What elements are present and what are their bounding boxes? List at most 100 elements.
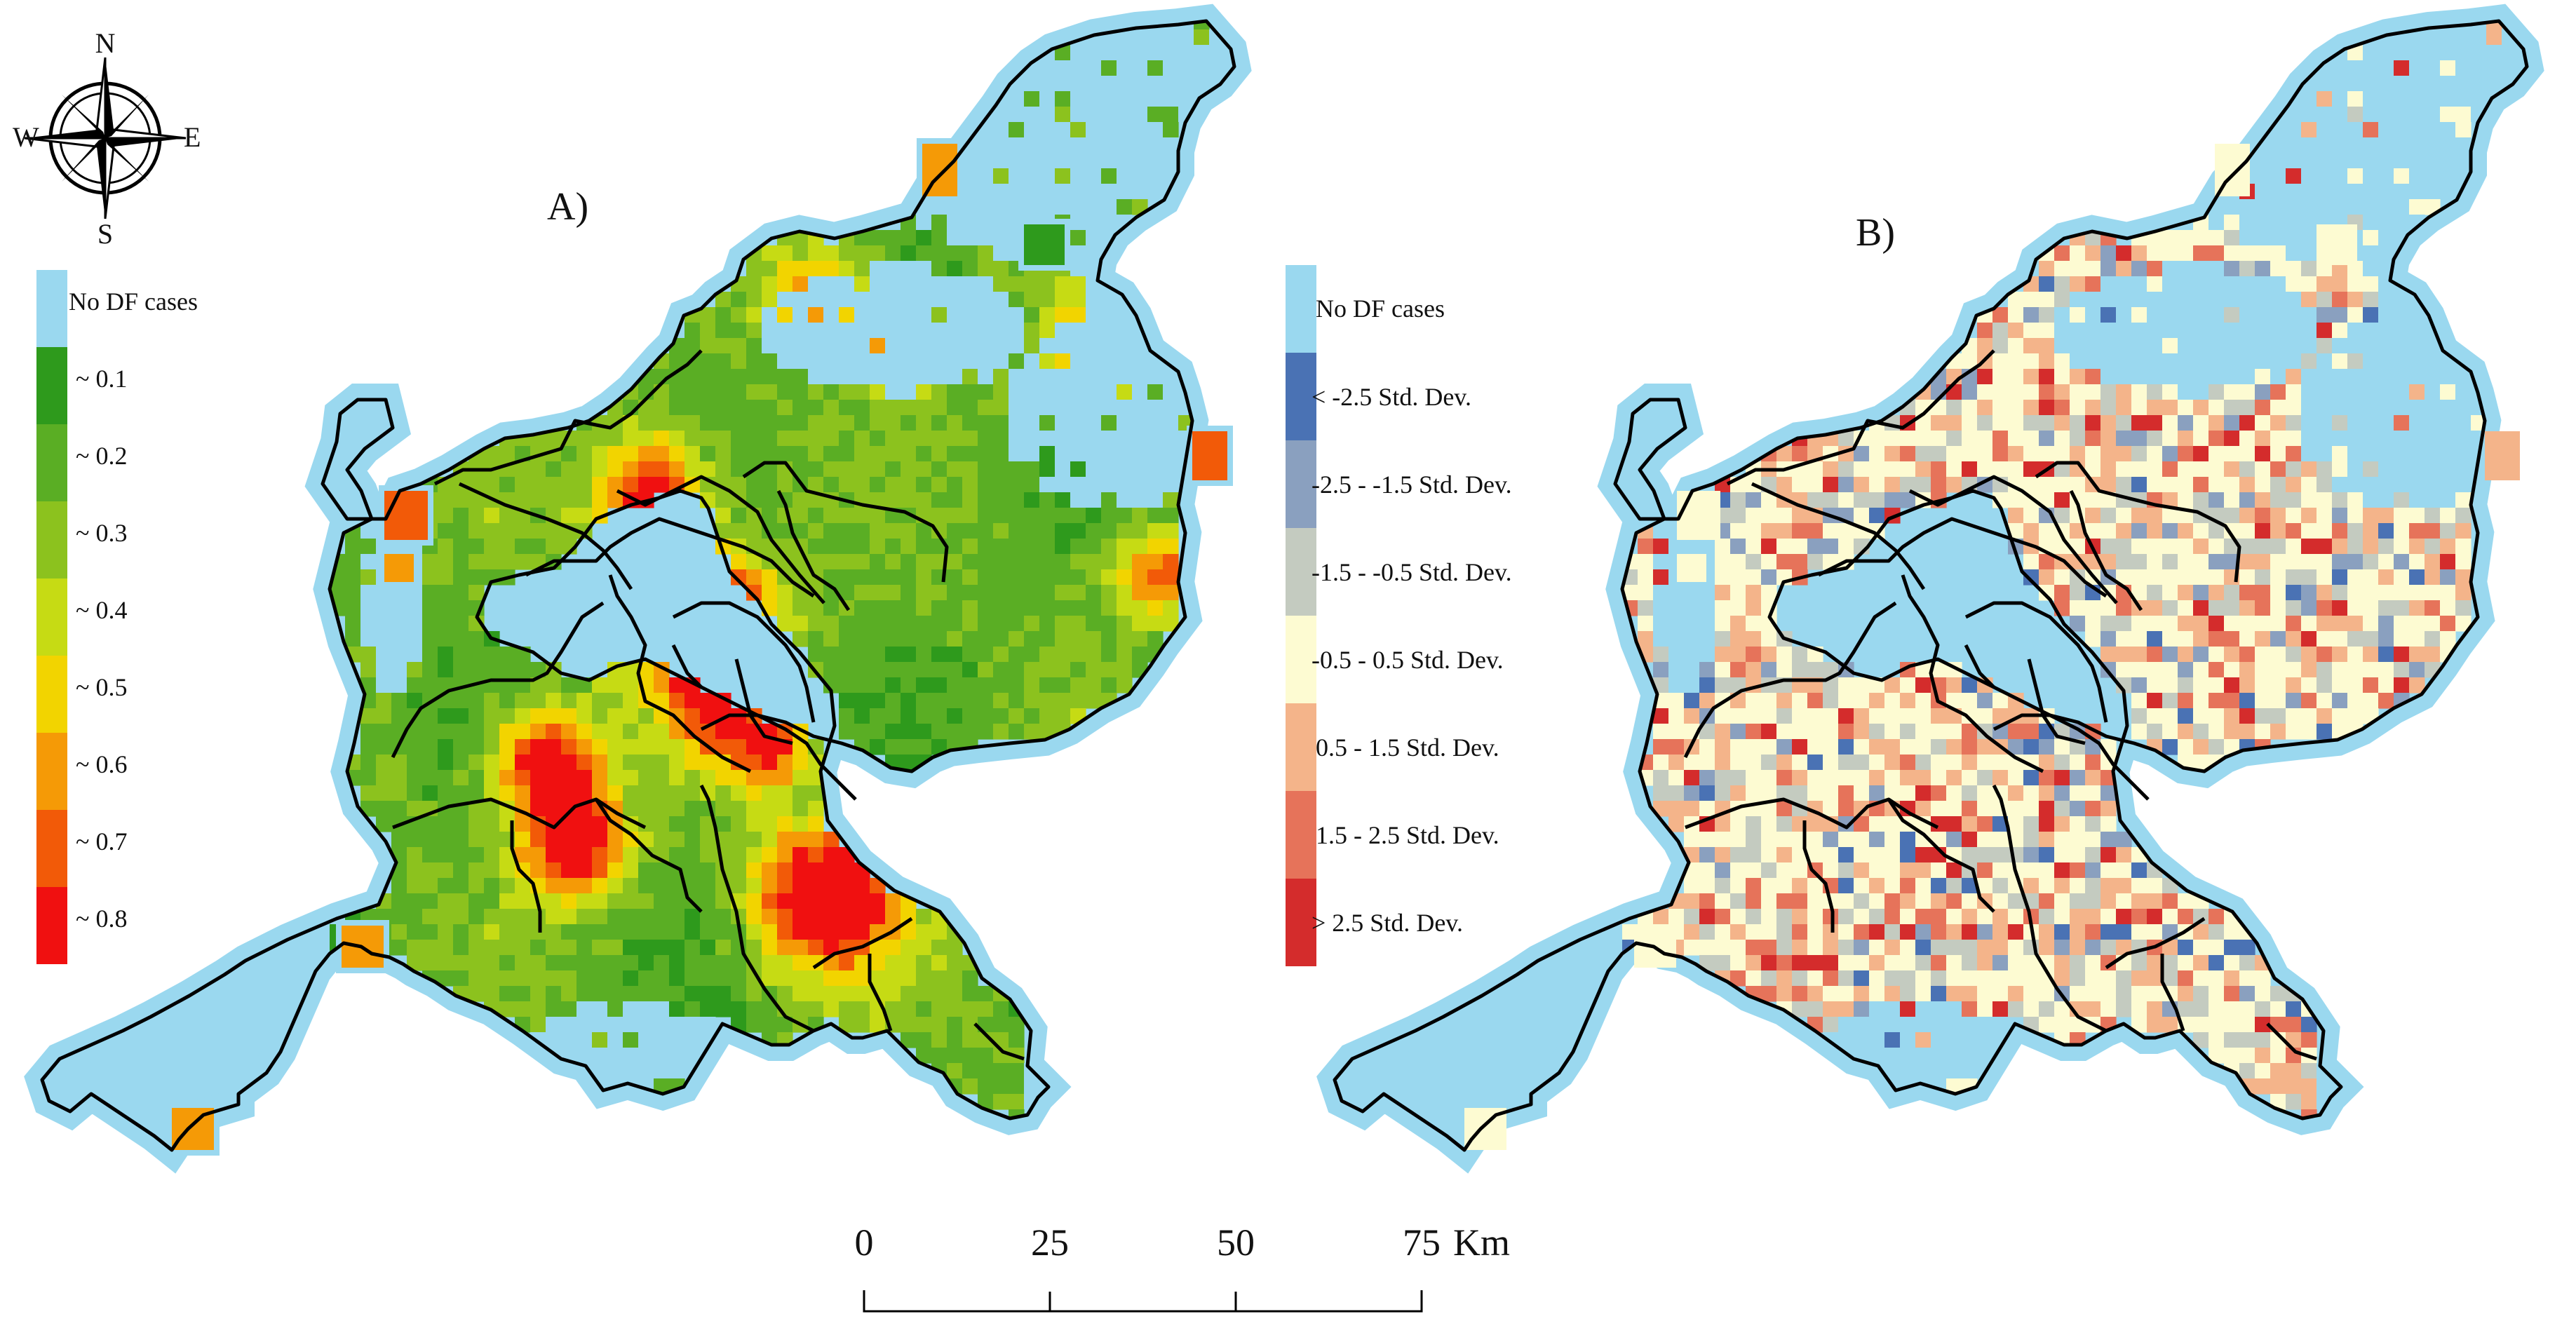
grid-cell bbox=[808, 847, 824, 863]
grid-cell bbox=[746, 492, 762, 508]
grid-cell bbox=[1086, 184, 1102, 200]
grid-cell bbox=[2425, 539, 2441, 555]
grid-cell bbox=[993, 276, 1009, 292]
grid-cell bbox=[2347, 276, 2363, 292]
grid-cell bbox=[2347, 446, 2363, 462]
grid-cell bbox=[2054, 369, 2070, 385]
grid-cell bbox=[885, 292, 901, 308]
grid-cell bbox=[1653, 415, 1669, 431]
grid-cell bbox=[700, 693, 716, 709]
grid-cell bbox=[2347, 677, 2363, 693]
legend-a-swatch-3 bbox=[36, 501, 67, 578]
grid-cell bbox=[468, 893, 485, 909]
grid-cell bbox=[1884, 446, 1901, 462]
grid-cell bbox=[1854, 909, 1870, 925]
grid-cell bbox=[2085, 431, 2101, 447]
grid-cell bbox=[2378, 137, 2394, 154]
grid-cell bbox=[623, 862, 639, 879]
grid-cell bbox=[885, 400, 901, 416]
grid-cell bbox=[1854, 1001, 1870, 1017]
grid-cell bbox=[1746, 909, 1762, 925]
grid-cell bbox=[762, 384, 778, 400]
grid-cell bbox=[2425, 647, 2441, 663]
grid-cell bbox=[916, 986, 932, 1002]
grid-cell bbox=[916, 307, 932, 323]
grid-cell bbox=[746, 431, 762, 447]
grid-cell bbox=[2409, 122, 2425, 138]
grid-cell bbox=[1746, 585, 1762, 601]
district-boundary bbox=[812, 916, 913, 970]
grid-cell bbox=[1946, 986, 1962, 1002]
grid-cell bbox=[422, 724, 438, 740]
grid-cell bbox=[731, 523, 747, 539]
grid-cell bbox=[1823, 909, 1839, 925]
grid-cell bbox=[1776, 785, 1793, 801]
grid-cell bbox=[1915, 1048, 1931, 1064]
grid-cell bbox=[1101, 215, 1117, 231]
grid-cell bbox=[592, 970, 608, 987]
grid-cell bbox=[762, 323, 778, 339]
grid-cell bbox=[1746, 631, 1762, 647]
grid-cell bbox=[654, 755, 670, 771]
grid-cell bbox=[1838, 523, 1854, 539]
grid-cell bbox=[2162, 708, 2178, 724]
grid-cell bbox=[2409, 461, 2425, 478]
grid-cell bbox=[546, 801, 562, 817]
grid-cell bbox=[1009, 492, 1025, 508]
grid-cell bbox=[1055, 708, 1071, 724]
grid-cell bbox=[1668, 585, 1685, 601]
grid-cell bbox=[1730, 554, 1746, 570]
grid-cell bbox=[916, 1048, 932, 1064]
grid-cell bbox=[2301, 554, 2317, 570]
grid-cell bbox=[2116, 415, 2132, 431]
legend-a-swatch-0 bbox=[36, 270, 67, 347]
grid-cell bbox=[2332, 585, 2348, 601]
grid-cell bbox=[2455, 616, 2472, 632]
grid-cell bbox=[1931, 477, 1947, 493]
grid-cell bbox=[1807, 770, 1823, 786]
grid-cell bbox=[2147, 693, 2163, 709]
grid-cell bbox=[2425, 492, 2441, 508]
grid-cell bbox=[638, 785, 654, 801]
grid-cell bbox=[870, 323, 886, 339]
grid-cell bbox=[1776, 554, 1793, 570]
grid-cell bbox=[654, 832, 670, 848]
grid-cell bbox=[1823, 477, 1839, 493]
grid-cell bbox=[515, 724, 531, 740]
grid-cell bbox=[1024, 153, 1040, 169]
grid-cell bbox=[1147, 569, 1164, 586]
grid-cell bbox=[1055, 523, 1071, 539]
grid-cell bbox=[2178, 353, 2194, 370]
grid-cell bbox=[1653, 755, 1669, 771]
grid-cell bbox=[762, 461, 778, 478]
grid-cell bbox=[1962, 970, 1978, 987]
grid-cell bbox=[1086, 600, 1102, 616]
grid-cell bbox=[1915, 431, 1931, 447]
grid-cell bbox=[360, 539, 377, 555]
grid-cell bbox=[2147, 631, 2163, 647]
grid-cell bbox=[1117, 323, 1133, 339]
grid-cell bbox=[2455, 122, 2472, 138]
grid-cell bbox=[2440, 91, 2456, 107]
grid-cell bbox=[438, 924, 454, 940]
grid-cell bbox=[422, 662, 438, 678]
grid-cell bbox=[793, 307, 809, 323]
grid-cell bbox=[2455, 477, 2472, 493]
grid-cell bbox=[1915, 893, 1931, 909]
grid-cell bbox=[1838, 431, 1854, 447]
grid-cell bbox=[2440, 554, 2456, 570]
grid-cell bbox=[1101, 523, 1117, 539]
grid-cell bbox=[2378, 400, 2394, 416]
grid-cell bbox=[2425, 384, 2441, 400]
grid-cell bbox=[1946, 755, 1962, 771]
grid-cell bbox=[1730, 585, 1746, 601]
grid-cell bbox=[901, 492, 917, 508]
grid-cell bbox=[1163, 554, 1179, 570]
grid-cell bbox=[422, 832, 438, 848]
grid-cell bbox=[654, 693, 670, 709]
grid-cell bbox=[931, 955, 948, 971]
grid-cell bbox=[2193, 631, 2209, 647]
grid-cell bbox=[2100, 353, 2117, 370]
grid-cell bbox=[715, 801, 731, 817]
grid-cell bbox=[2378, 369, 2394, 385]
